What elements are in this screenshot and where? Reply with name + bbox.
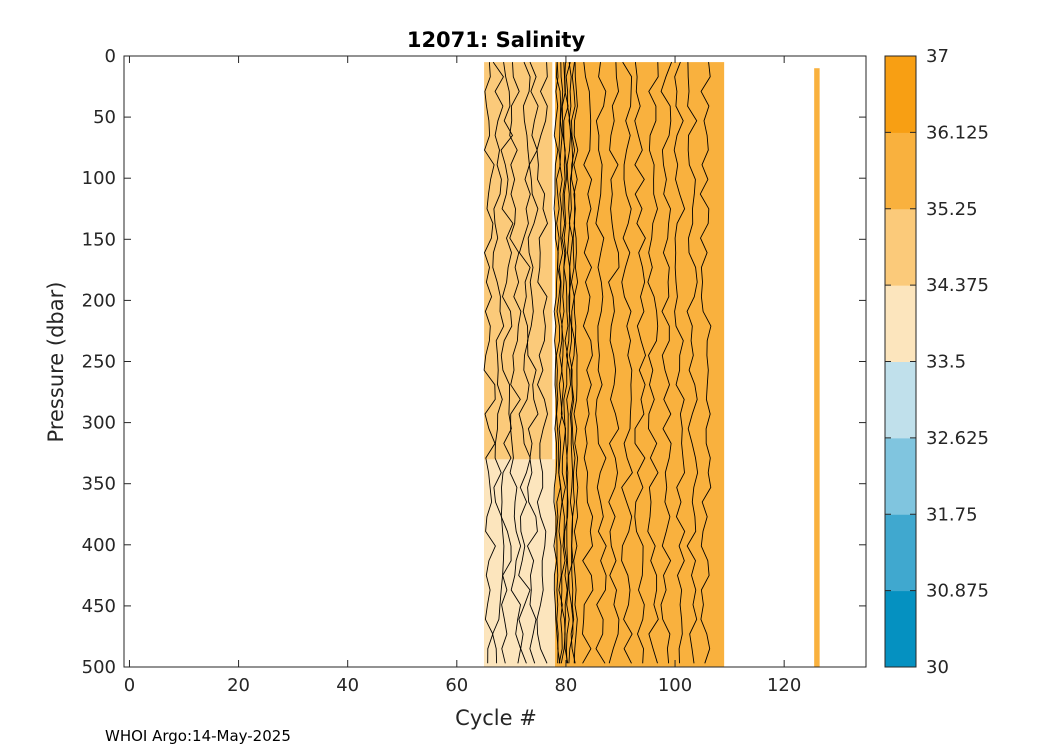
colorbar-segment-0: [885, 590, 916, 668]
colorbar-label: 30.875: [926, 581, 989, 602]
salinity-region-1: [484, 459, 556, 667]
colorbar-label: 34.375: [926, 275, 989, 296]
colorbar-segment-2: [885, 437, 916, 515]
contour-line-0: [483, 62, 496, 664]
contour-line-7: [553, 62, 559, 664]
colorbar-segment-5: [885, 208, 916, 286]
x-tick-label: 20: [227, 675, 250, 696]
x-tick-label: 80: [554, 675, 577, 696]
salinity-region-3: [814, 68, 820, 667]
y-tick-label: 150: [82, 229, 116, 250]
y-tick-label: 100: [82, 168, 116, 189]
contour-line-15: [573, 62, 579, 664]
contour-line-11: [563, 62, 569, 664]
contour-line-16: [582, 62, 594, 664]
y-tick-label: 50: [93, 107, 116, 128]
colorbar-label: 35.25: [926, 199, 978, 220]
y-tick-label: 500: [82, 657, 116, 678]
contour-line-19: [621, 61, 633, 664]
contour-line-20: [634, 62, 646, 664]
y-tick-label: 0: [105, 46, 116, 67]
salinity-region-2: [555, 62, 725, 667]
contour-line-17: [595, 62, 607, 664]
colorbar-segment-6: [885, 132, 916, 210]
contour-line-14: [570, 62, 576, 664]
x-tick-label: 40: [336, 675, 359, 696]
contour-line-24: [686, 62, 699, 664]
contour-line-23: [673, 61, 686, 664]
footer-credit: WHOI Argo:14-May-2025: [105, 727, 291, 745]
y-tick-label: 200: [82, 290, 116, 311]
x-axis-label: Cycle #: [455, 706, 537, 730]
y-tick-label: 400: [82, 535, 116, 556]
contour-line-22: [660, 61, 673, 664]
colorbar-label: 32.625: [926, 428, 989, 449]
colorbar-segment-7: [885, 56, 916, 133]
contour-line-10: [560, 62, 567, 664]
contour-line-3: [509, 62, 522, 664]
y-tick-label: 300: [82, 413, 116, 434]
contour-line-25: [699, 62, 712, 664]
colorbar: 30 30.875 31.75 32.625 33.5 34.375 35.25 36.125…: [884, 46, 989, 678]
contour-line-5: [526, 61, 539, 664]
y-axis: 0 50 100 150 200 250 300 350 400 450 500: [82, 46, 866, 678]
x-tick-label: 100: [658, 675, 692, 696]
x-tick-label: 120: [767, 675, 801, 696]
contour-line-6: [536, 62, 548, 664]
chart-title: 12071: Salinity: [407, 28, 586, 52]
contour-line-21: [647, 62, 659, 664]
y-axis-label: Pressure (dbar): [44, 282, 68, 443]
colorbar-label: 30: [926, 657, 949, 678]
contour-line-4: [518, 61, 531, 664]
contour-lines: [483, 61, 712, 664]
y-tick-label: 450: [82, 596, 116, 617]
contour-line-18: [608, 62, 620, 664]
x-axis: 0 20 40 60 80 100 120: [124, 56, 801, 696]
colorbar-label: 36.125: [926, 122, 989, 143]
colorbar-segment-4: [885, 285, 916, 362]
contour-line-12: [565, 61, 571, 664]
contour-line-9: [558, 62, 564, 664]
x-tick-label: 60: [445, 675, 468, 696]
y-tick-label: 350: [82, 474, 116, 495]
x-tick-label: 0: [124, 675, 135, 696]
colorbar-segment-3: [885, 361, 916, 439]
contour-line-2: [500, 62, 514, 664]
contour-line-13: [568, 62, 574, 664]
salinity-regions: [484, 62, 820, 667]
colorbar-segment-1: [885, 514, 916, 592]
contour-line-1: [492, 61, 505, 664]
colorbar-label: 31.75: [926, 504, 978, 525]
y-tick-label: 250: [82, 352, 116, 373]
colorbar-label: 33.5: [926, 352, 966, 373]
colorbar-label: 37: [926, 46, 949, 67]
